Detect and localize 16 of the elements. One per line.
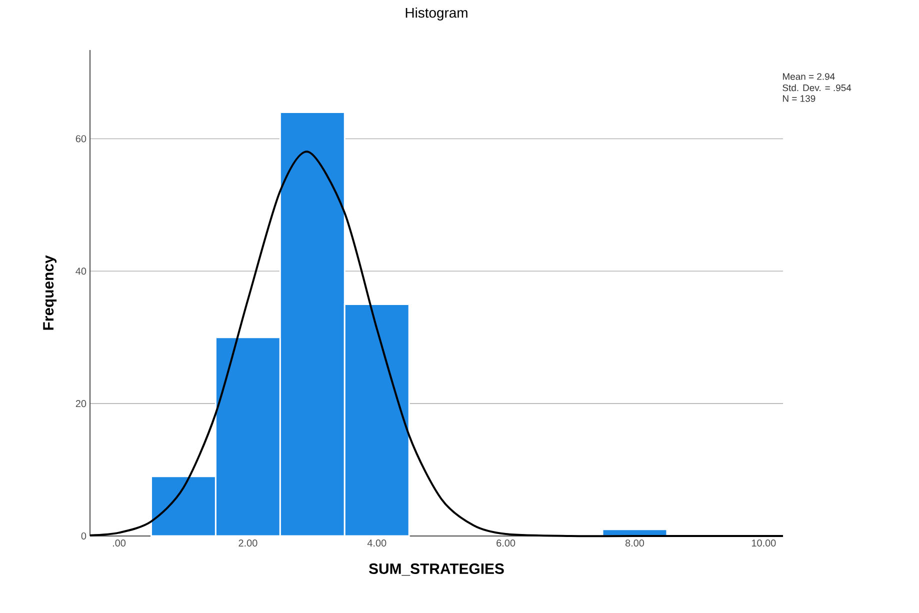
y-tick-label: 40 bbox=[76, 268, 86, 275]
y-tick-label: 60 bbox=[76, 135, 86, 142]
x-tick-label: 2.00 bbox=[238, 540, 258, 547]
y-axis-title: Frequency bbox=[43, 255, 57, 330]
annotation: N = 139 bbox=[782, 95, 816, 102]
annotation: Mean = 2.94 bbox=[782, 73, 835, 80]
chart-title: Histogram bbox=[406, 7, 468, 20]
x-tick-label: 10.00 bbox=[752, 540, 776, 547]
x-tick-label: 6.00 bbox=[496, 540, 516, 547]
x-tick-label: 4.00 bbox=[367, 540, 386, 547]
annotation: Std. Dev. = .954 bbox=[782, 84, 852, 92]
y-tick-label: 20 bbox=[76, 400, 86, 408]
x-tick-label: 8.00 bbox=[625, 540, 644, 547]
x-axis-title: SUM_STRATEGIES bbox=[368, 563, 504, 576]
y-tick-label: 0 bbox=[81, 532, 86, 540]
x-tick-label: .00 bbox=[112, 540, 126, 547]
